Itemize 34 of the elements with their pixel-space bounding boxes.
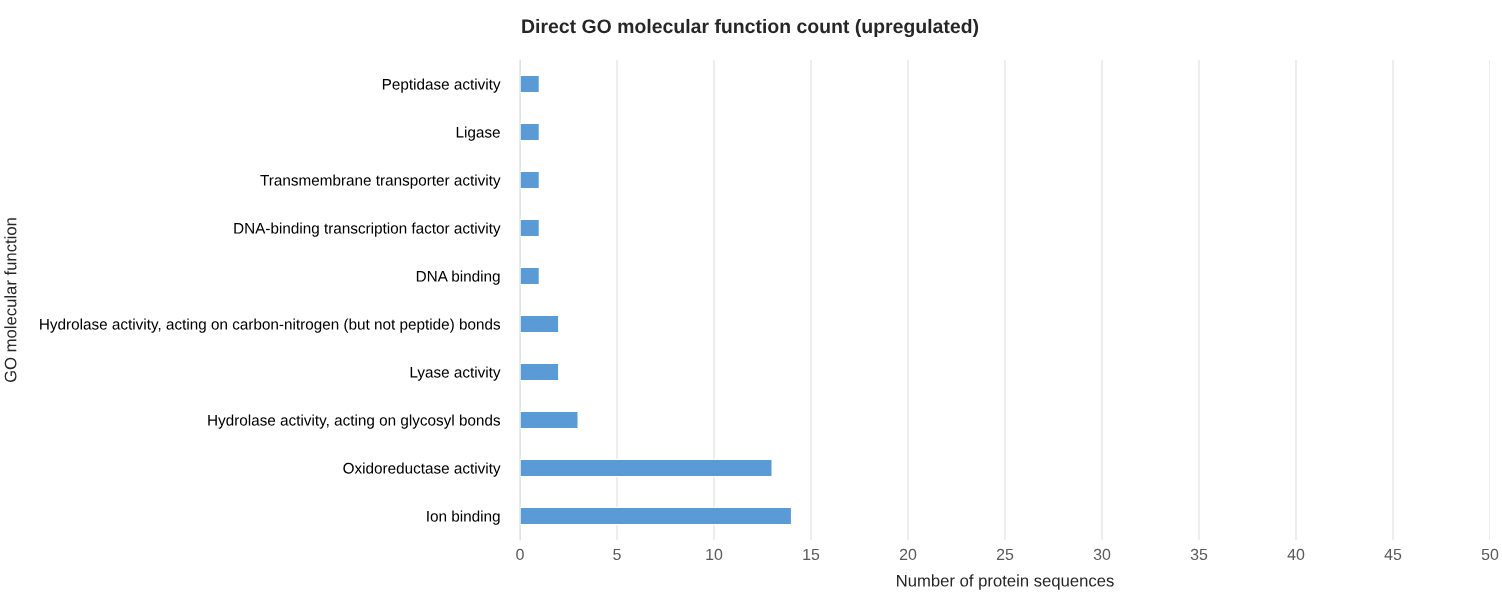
y-tick-label: Hydrolase activity, acting on carbon-nitrogen (but not peptide) bonds bbox=[40, 318, 501, 333]
y-tick-label: DNA-binding transcription factor activity bbox=[234, 222, 501, 237]
y-tick-label: Oxidoreductase activity bbox=[343, 462, 501, 477]
y-tick-label: Ligase bbox=[456, 126, 500, 141]
bar bbox=[520, 122, 541, 142]
y-tick-label: Ion binding bbox=[427, 510, 500, 525]
x-tick-label: 30 bbox=[1093, 548, 1111, 561]
x-tick-label: 40 bbox=[1287, 548, 1305, 561]
x-tick-label: 35 bbox=[1190, 548, 1208, 561]
x-tick-label: 20 bbox=[899, 548, 917, 561]
bar bbox=[520, 266, 541, 286]
bar bbox=[520, 458, 773, 478]
bar bbox=[520, 74, 541, 94]
y-tick-label: Transmembrane transporter activity bbox=[260, 174, 501, 189]
chart-title: Direct GO molecular function count (upregulated) bbox=[522, 18, 979, 38]
bar bbox=[520, 362, 560, 382]
y-axis-title: GO molecular function bbox=[4, 218, 17, 383]
x-axis-title: Number of protein sequences bbox=[897, 574, 1114, 590]
x-tick-label: 50 bbox=[1481, 548, 1499, 561]
bar bbox=[520, 170, 541, 190]
y-tick-label: DNA binding bbox=[416, 270, 500, 285]
x-tick-label: 5 bbox=[613, 548, 621, 561]
x-tick-label: 10 bbox=[706, 548, 723, 561]
y-tick-label: Hydrolase activity, acting on glycosyl bonds bbox=[208, 414, 501, 429]
x-tick-label: 25 bbox=[996, 548, 1014, 561]
y-tick-label: Peptidase activity bbox=[382, 78, 501, 93]
bar bbox=[520, 218, 541, 238]
x-tick-label: 0 bbox=[516, 548, 524, 561]
bar bbox=[520, 410, 579, 430]
bar bbox=[520, 506, 793, 526]
bar bbox=[520, 314, 560, 334]
x-tick-label: 15 bbox=[803, 548, 820, 561]
x-tick-label: 45 bbox=[1384, 548, 1402, 561]
y-tick-label: Lyase activity bbox=[410, 366, 501, 381]
